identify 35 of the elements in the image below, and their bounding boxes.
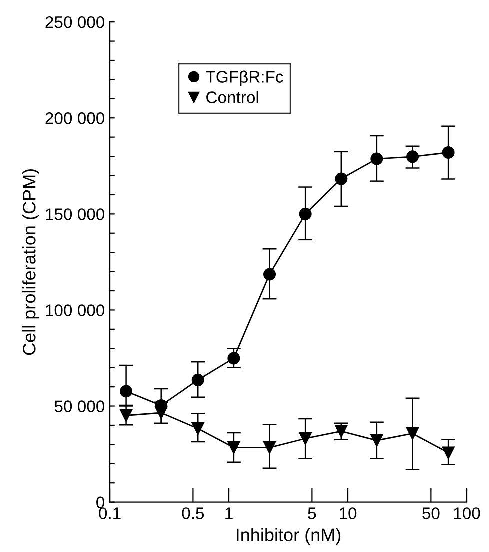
y-tick-label: 50 000 xyxy=(54,400,105,412)
y-tick-label: 0 xyxy=(96,496,105,509)
point xyxy=(228,442,240,454)
x-tick-label: 1 xyxy=(226,508,233,520)
point xyxy=(120,409,133,422)
point xyxy=(370,152,384,166)
point xyxy=(192,374,204,386)
y-tick-label: 150 000 xyxy=(46,208,105,220)
point xyxy=(335,172,348,186)
y-tick-label: 250 000 xyxy=(46,16,105,28)
point xyxy=(442,146,455,159)
point xyxy=(370,434,384,447)
point xyxy=(299,208,312,220)
legend-label: TGFβR:Fc xyxy=(206,70,284,86)
legend-label: Control xyxy=(206,91,258,104)
x-tick-label: 100 xyxy=(454,508,480,520)
point xyxy=(120,385,133,398)
point xyxy=(264,442,276,454)
point xyxy=(299,432,312,445)
x-axis-title: Inhibitor (nM) xyxy=(237,528,341,546)
y-tick-label: 200 000 xyxy=(46,112,105,124)
y-tick-label: 100 000 xyxy=(46,304,105,316)
point xyxy=(406,150,419,164)
point xyxy=(192,422,204,435)
point xyxy=(406,427,419,440)
x-tick-label: 50 xyxy=(422,508,440,520)
x-tick-label: 5 xyxy=(308,508,316,520)
x-tick-label: 0.5 xyxy=(182,508,204,520)
point xyxy=(442,446,455,460)
point xyxy=(155,406,168,420)
y-axis-title: Cell proliferation (CPM) xyxy=(22,170,40,356)
x-tick-label: 10 xyxy=(340,508,357,520)
point xyxy=(264,268,276,281)
point xyxy=(228,352,240,365)
x-tick-label: 0.1 xyxy=(99,508,121,520)
